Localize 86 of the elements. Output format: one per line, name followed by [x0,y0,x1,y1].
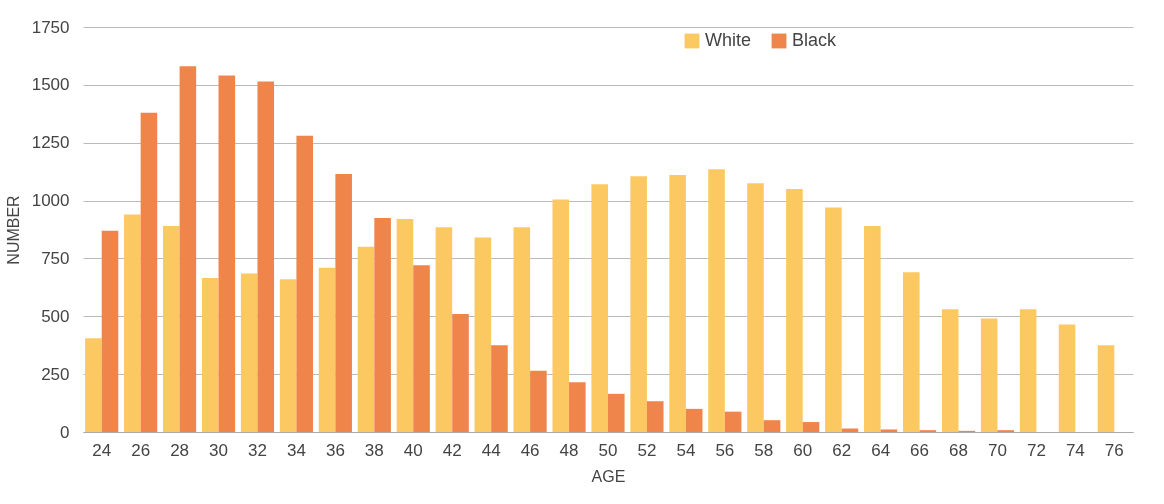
bar [474,237,492,432]
bar [163,226,180,432]
bar [630,176,647,432]
bar [669,175,686,432]
bar [552,199,570,432]
bar [608,393,625,432]
x-tick-label: 28 [170,440,190,460]
x-tick-label: 24 [92,440,112,460]
x-tick-label: 76 [1104,440,1124,460]
bar [179,66,197,432]
x-tick-label: 34 [286,440,306,460]
bar [374,217,391,432]
x-axis-title: AGE [591,467,626,485]
bar [864,226,881,432]
bar [318,267,336,432]
x-tick-label: 30 [209,440,228,460]
bar [802,422,820,432]
bar [296,135,314,432]
x-tick-label: 46 [520,440,540,460]
y-tick-label: 750 [41,248,70,268]
bar [1019,309,1037,432]
bar [747,183,764,432]
y-tick-label: 500 [41,306,70,326]
x-tick-label: 68 [949,440,968,460]
y-tick-label: 1000 [31,191,70,211]
bar [724,411,742,432]
x-tick-label: 54 [676,440,696,460]
x-tick-label: 32 [248,440,267,460]
y-tick-label: 1250 [31,133,70,153]
x-tick-label: 64 [871,440,891,460]
bar [218,75,236,432]
bar [491,345,508,432]
bar [941,309,959,432]
bar [763,420,781,432]
x-tick-label: 60 [793,440,813,460]
x-tick-label: 50 [598,440,618,460]
bar [569,382,586,432]
x-tick-label: 74 [1065,440,1085,460]
bar [786,189,803,432]
bar [124,214,141,432]
bar [452,313,469,432]
x-tick-label: 40 [403,440,423,460]
bar [101,230,119,432]
bar [685,408,703,432]
x-tick-label: 36 [325,440,345,460]
bar [980,318,998,432]
bar [435,227,453,432]
x-tick-label: 70 [988,440,1007,460]
x-tick-label: 48 [559,440,579,460]
bar [240,273,258,432]
bar [825,207,842,432]
bar [513,227,531,432]
bar [335,173,352,432]
x-tick-label: 42 [442,440,462,460]
y-axis-title: NUMBER [4,195,22,265]
x-tick-label: 44 [481,440,501,460]
bar [591,184,608,432]
y-tick-label: 1500 [31,75,70,95]
y-tick-label: 250 [41,364,70,384]
bar [1058,324,1076,432]
bar [201,278,219,432]
y-tick-label: 1750 [31,17,70,37]
x-tick-label: 56 [715,440,735,460]
bar [530,370,547,432]
legend-label: White [705,30,752,50]
bar [140,112,158,432]
x-tick-label: 52 [637,440,657,460]
x-tick-label: 26 [131,440,151,460]
bar [357,246,375,432]
bar [413,265,430,432]
x-tick-label: 38 [364,440,384,460]
x-tick-label: 66 [910,440,930,460]
bar [646,401,664,432]
bar [708,169,725,432]
bar [1097,345,1115,432]
bar [257,81,275,432]
y-tick-label: 0 [60,422,70,442]
x-tick-label: 72 [1026,440,1046,460]
legend-label: Black [792,30,838,50]
bar [880,429,898,432]
x-tick-label: 58 [754,440,774,460]
bar [396,219,414,432]
bar [85,338,102,432]
bar [902,272,920,432]
x-tick-label: 62 [832,440,852,460]
bar [279,279,297,432]
